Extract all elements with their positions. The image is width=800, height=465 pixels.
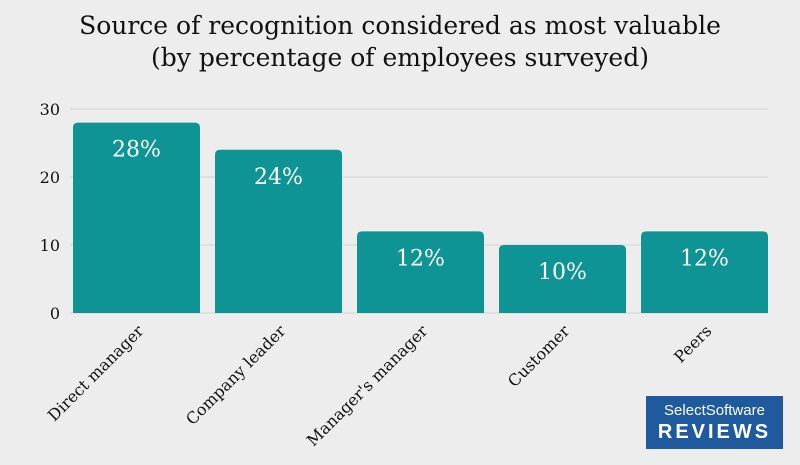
x-tick-label: Company leader bbox=[182, 321, 290, 429]
bar bbox=[641, 231, 768, 313]
y-tick-label: 20 bbox=[40, 168, 60, 187]
x-tick-label: Customer bbox=[504, 321, 574, 391]
brand-logo: SelectSoftware REVIEWS bbox=[646, 396, 783, 449]
bar bbox=[357, 231, 484, 313]
x-tick-label: Peers bbox=[670, 321, 715, 366]
bar bbox=[73, 122, 200, 313]
y-tick-label: 10 bbox=[40, 236, 60, 255]
chart-title-line: Source of recognition considered as most… bbox=[79, 11, 721, 40]
data-label: 28% bbox=[112, 138, 161, 163]
logo-text-top: SelectSoftware bbox=[664, 402, 765, 419]
data-label: 10% bbox=[538, 260, 587, 285]
x-tick-label: Direct manager bbox=[44, 321, 148, 425]
chart-subtitle-line: (by percentage of employees surveyed) bbox=[151, 43, 649, 72]
bar bbox=[215, 149, 342, 313]
x-tick-label: Manager's manager bbox=[303, 321, 432, 450]
y-tick-label: 30 bbox=[40, 100, 60, 119]
data-label: 24% bbox=[254, 165, 303, 190]
logo-text-bottom: REVIEWS bbox=[657, 421, 772, 443]
y-tick-label: 0 bbox=[50, 304, 60, 323]
data-label: 12% bbox=[680, 246, 729, 271]
chart-title: Source of recognition considered as most… bbox=[0, 10, 800, 74]
data-label: 12% bbox=[396, 246, 445, 271]
bar bbox=[499, 245, 626, 313]
